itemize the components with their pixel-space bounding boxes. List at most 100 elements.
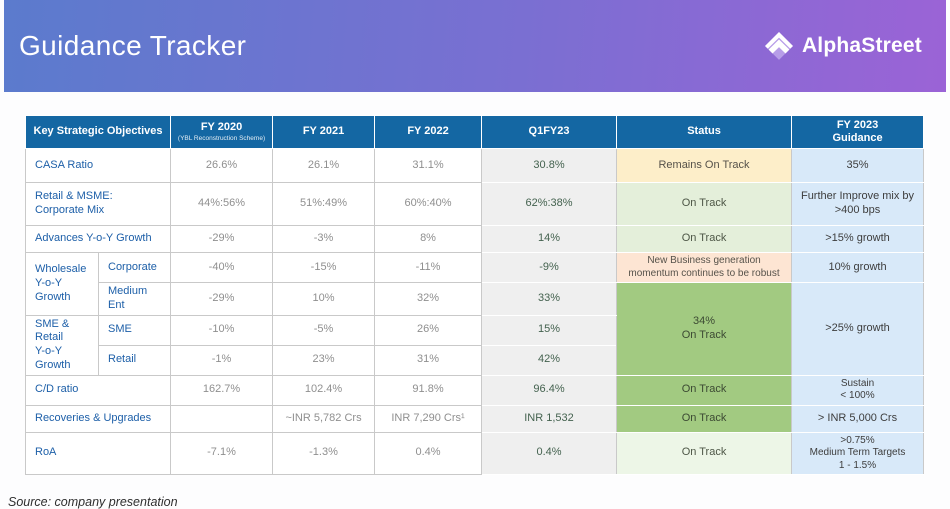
recoveries-q1fy23: INR 1,532 xyxy=(481,404,618,433)
advances-q1fy23: 14% xyxy=(481,225,618,253)
corporate-q1fy23: -9% xyxy=(481,252,618,283)
col-header-objectives: Key Strategic Objectives xyxy=(24,115,172,149)
cd-ratio-status: On Track xyxy=(616,374,793,406)
advances-guidance: >15% growth xyxy=(791,225,925,253)
row-roa: RoA -7.1% -1.3% 0.4% 0.4% On Track >0.75… xyxy=(24,431,925,475)
fy2020-header-label: FY 2020 xyxy=(200,121,243,133)
row-retail-msme-corporate-mix: Retail & MSME: Corporate Mix 44%:56% 51%… xyxy=(24,182,925,226)
fy2020-header-subtitle: (YBL Reconstruction Scheme) xyxy=(177,135,266,143)
corporate-status: New Business generation momentum continu… xyxy=(616,252,793,283)
growth-merged-status: 34% On Track xyxy=(616,282,793,376)
casa-fy2021: 26.1% xyxy=(272,148,376,183)
wholesale-group-label: Wholesale Y-o-Y Growth xyxy=(25,252,99,316)
corporate-fy2021: -15% xyxy=(272,252,376,283)
sme-fy2020: -10% xyxy=(170,314,274,347)
retail-q1fy23: 42% xyxy=(481,345,618,376)
growth-merged-guidance: >25% growth xyxy=(791,282,925,376)
corporate-guidance: 10% growth xyxy=(791,252,925,283)
page-title: Guidance Tracker xyxy=(19,30,247,61)
mix-q1fy23: 62%:38% xyxy=(481,182,618,226)
medium-ent-fy2020: -29% xyxy=(170,282,274,316)
mix-fy2021: 51%:49% xyxy=(272,182,376,226)
sme-retail-group-line1: SME & Retail xyxy=(35,317,70,344)
recoveries-fy2022: INR 7,290 Crs¹ xyxy=(374,404,483,433)
corporate-fy2020: -40% xyxy=(170,252,274,283)
row-wholesale-medium-ent: Medium Ent -29% 10% 32% 33% 34% On Track… xyxy=(26,282,925,376)
row-wholesale-corporate: Wholesale Y-o-Y Growth Corporate -40% -1… xyxy=(25,252,925,316)
double-chevron-diamond-icon xyxy=(764,32,793,60)
sme-retail-group-line2: Y-o-Y Growth xyxy=(35,345,71,371)
casa-fy2022: 31.1% xyxy=(374,148,483,183)
cd-ratio-guidance: Sustain < 100% xyxy=(791,374,925,406)
col-header-fy2020: FY 2020 (YBL Reconstruction Scheme) xyxy=(170,115,274,149)
source-note: Source: company presentation xyxy=(8,495,178,509)
alphastreet-logo: AlphaStreet xyxy=(764,31,922,61)
col-header-status: Status xyxy=(616,115,793,149)
roa-fy2022: 0.4% xyxy=(374,431,483,475)
col-header-fy2022: FY 2022 xyxy=(374,115,483,149)
growth-status-line2: On Track xyxy=(681,328,727,341)
casa-status: Remains On Track xyxy=(616,148,793,183)
cd-ratio-label: C/D ratio xyxy=(24,374,172,406)
row-sme-retail-sme: SME & Retail Y-o-Y Growth SME -10% -5% 2… xyxy=(25,314,924,376)
mix-fy2022: 60%:40% xyxy=(374,182,483,226)
cd-ratio-q1fy23: 96.4% xyxy=(481,374,618,406)
col-header-q1fy23: Q1FY23 xyxy=(481,115,618,149)
mix-fy2020: 44%:56% xyxy=(170,182,274,226)
cd-ratio-fy2022: 91.8% xyxy=(374,374,483,406)
casa-guidance: 35% xyxy=(791,148,925,183)
mix-status: On Track xyxy=(616,182,793,226)
col-header-fy2021: FY 2021 xyxy=(272,115,376,149)
cd-ratio-fy2020: 162.7% xyxy=(170,374,274,406)
retail-sublabel: Retail xyxy=(97,345,172,376)
medium-ent-fy2021: 10% xyxy=(272,282,376,316)
mix-guidance: Further Improve mix by >400 bps xyxy=(791,182,925,226)
alphastreet-logo-text: AlphaStreet xyxy=(801,34,922,57)
roa-guidance-line1: >0.75% xyxy=(840,434,875,446)
col-header-objectives-label: Key Strategic Objectives xyxy=(33,125,163,138)
mix-label: Retail & MSME: Corporate Mix xyxy=(24,182,172,226)
roa-guidance-line2: Medium Term Targets xyxy=(809,447,906,458)
row-recoveries-upgrades: Recoveries & Upgrades ~INR 5,782 Crs INR… xyxy=(24,404,925,433)
guidance-table-container: Key Strategic Objectives FY 2020 (YBL Re… xyxy=(24,115,950,475)
col-header-fy2023-guidance: FY 2023 Guidance xyxy=(791,115,925,149)
fy2023-header-line2: Guidance xyxy=(832,132,883,144)
medium-ent-sublabel: Medium Ent xyxy=(97,282,172,316)
retail-fy2020: -1% xyxy=(170,345,274,376)
recoveries-label: Recoveries & Upgrades xyxy=(24,404,172,433)
cd-ratio-guidance-line2: < 100% xyxy=(840,390,875,401)
advances-fy2021: -3% xyxy=(272,225,376,253)
roa-label: RoA xyxy=(24,431,172,475)
roa-status: On Track xyxy=(616,431,793,475)
roa-guidance: >0.75% Medium Term Targets 1 - 1.5% xyxy=(791,431,925,475)
wholesale-group-line1: Wholesale xyxy=(35,263,87,276)
banner: Guidance Tracker AlphaStreet xyxy=(4,0,946,92)
retail-fy2022: 31% xyxy=(374,345,483,376)
fy2023-header-line1: FY 2023 xyxy=(836,118,879,131)
medium-ent-q1fy23: 33% xyxy=(481,282,618,316)
sme-sublabel: SME xyxy=(97,314,172,347)
casa-q1fy23: 30.8% xyxy=(481,148,618,183)
retail-fy2021: 23% xyxy=(272,345,376,376)
row-sme-retail-retail: Retail -1% 23% 31% 42% xyxy=(26,345,924,376)
medium-ent-fy2022: 32% xyxy=(374,282,483,316)
row-advances-growth: Advances Y-o-Y Growth -29% -3% 8% 14% On… xyxy=(24,225,925,253)
row-cd-ratio: C/D ratio 162.7% 102.4% 91.8% 96.4% On T… xyxy=(24,374,925,406)
mix-label-line2: Corporate Mix xyxy=(35,204,105,216)
guidance-table: Key Strategic Objectives FY 2020 (YBL Re… xyxy=(24,115,925,475)
table-header-row: Key Strategic Objectives FY 2020 (YBL Re… xyxy=(24,115,925,149)
growth-status-line1: 34% xyxy=(693,315,716,327)
casa-label: CASA Ratio xyxy=(24,148,172,183)
advances-fy2022: 8% xyxy=(374,225,483,253)
roa-q1fy23: 0.4% xyxy=(481,431,618,475)
advances-label: Advances Y-o-Y Growth xyxy=(24,225,172,253)
sme-retail-group-label: SME & Retail Y-o-Y Growth xyxy=(25,314,99,376)
cd-ratio-guidance-line1: Sustain xyxy=(840,377,875,389)
wholesale-group-line2: Y-o-Y Growth xyxy=(35,276,71,303)
sme-q1fy23: 15% xyxy=(481,314,618,347)
roa-guidance-line3: 1 - 1.5% xyxy=(838,459,877,471)
recoveries-guidance: > INR 5,000 Crs xyxy=(791,404,925,433)
advances-status: On Track xyxy=(616,225,793,253)
row-casa-ratio: CASA Ratio 26.6% 26.1% 31.1% 30.8% Remai… xyxy=(24,148,925,183)
recoveries-fy2021: ~INR 5,782 Crs xyxy=(272,404,376,433)
